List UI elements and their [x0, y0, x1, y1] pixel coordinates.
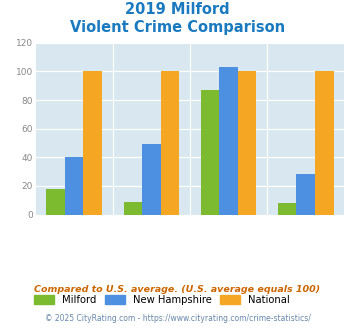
Bar [46, 189, 65, 214]
Bar [201, 90, 219, 214]
Text: 2019 Milford: 2019 Milford [125, 2, 230, 16]
Bar [142, 145, 160, 214]
Bar [278, 203, 296, 214]
Bar [219, 67, 238, 214]
Text: © 2025 CityRating.com - https://www.cityrating.com/crime-statistics/: © 2025 CityRating.com - https://www.city… [45, 314, 310, 323]
Text: Compared to U.S. average. (U.S. average equals 100): Compared to U.S. average. (U.S. average … [34, 285, 321, 294]
Bar [83, 72, 102, 214]
Bar [238, 72, 256, 214]
Legend: Milford, New Hampshire, National: Milford, New Hampshire, National [34, 295, 289, 305]
Bar [315, 72, 334, 214]
Bar [296, 175, 315, 215]
Text: Violent Crime Comparison: Violent Crime Comparison [70, 20, 285, 35]
Bar [65, 157, 83, 214]
Bar [124, 202, 142, 214]
Bar [160, 72, 179, 214]
